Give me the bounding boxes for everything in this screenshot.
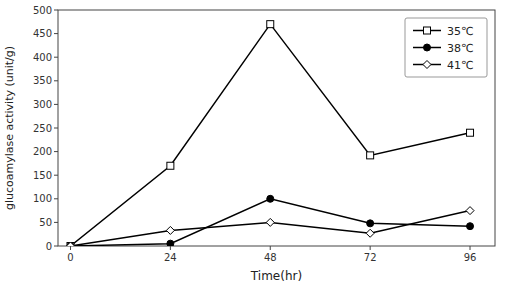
y-tick-label: 500 [33, 5, 52, 16]
y-tick [54, 80, 58, 81]
y-tick [54, 104, 58, 105]
x-tick-label: 72 [364, 252, 377, 263]
y-tick-label: 100 [33, 193, 52, 204]
x-tick [170, 246, 171, 250]
y-axis-label: glucoamylase activity (unit/g) [3, 46, 16, 210]
x-tick-label: 24 [164, 252, 177, 263]
point [167, 162, 174, 169]
point [67, 243, 74, 247]
y-tick-label: 350 [33, 75, 52, 86]
series-line [70, 199, 470, 246]
y-tick [54, 128, 58, 129]
point [167, 240, 174, 246]
plot-frame [58, 10, 495, 246]
point [266, 218, 274, 226]
point [67, 243, 74, 247]
point [267, 195, 274, 202]
y-tick-label: 50 [39, 217, 52, 228]
y-tick-label: 400 [33, 52, 52, 63]
y-tick-label: 150 [33, 170, 52, 181]
x-tick [270, 246, 271, 250]
x-tick [70, 246, 71, 250]
y-tick [54, 57, 58, 58]
legend-label: 41℃ [447, 59, 473, 72]
y-tick [54, 222, 58, 223]
y-tick-label: 200 [33, 146, 52, 157]
y-tick [54, 10, 58, 11]
x-tick-label: 48 [264, 252, 277, 263]
legend-box [405, 18, 487, 77]
x-tick [370, 246, 371, 250]
y-tick [54, 33, 58, 34]
series-line [70, 211, 470, 246]
x-tick [470, 246, 471, 250]
x-tick-label: 0 [67, 252, 73, 263]
point [467, 129, 474, 136]
x-axis-label: Time(hr) [250, 269, 302, 283]
point [367, 220, 374, 227]
y-tick-label: 450 [33, 28, 52, 39]
chart: 0 24 48 72 96 0 50 100 150 200 250 300 350 400 450 500 T… [0, 0, 505, 288]
point [466, 207, 474, 215]
y-tick [54, 246, 58, 247]
y-tick [54, 151, 58, 152]
y-tick-label: 0 [46, 241, 52, 252]
legend-label: 35℃ [447, 25, 473, 38]
y-tick-label: 300 [33, 99, 52, 110]
series [67, 195, 474, 246]
legend-marker [423, 61, 431, 69]
y-tick [54, 198, 58, 199]
point [66, 242, 74, 246]
x-tick-label: 96 [464, 252, 477, 263]
series [66, 207, 474, 246]
legend-label: 38℃ [447, 42, 473, 55]
legend-marker [424, 44, 431, 51]
legend-marker [424, 27, 431, 34]
legend: 35℃ 38℃ 41℃ [405, 18, 487, 77]
point [367, 152, 374, 159]
point [467, 223, 474, 230]
y-tick-label: 250 [33, 123, 52, 134]
point [166, 226, 174, 234]
y-tick [54, 175, 58, 176]
point [366, 229, 374, 237]
point [267, 21, 274, 28]
